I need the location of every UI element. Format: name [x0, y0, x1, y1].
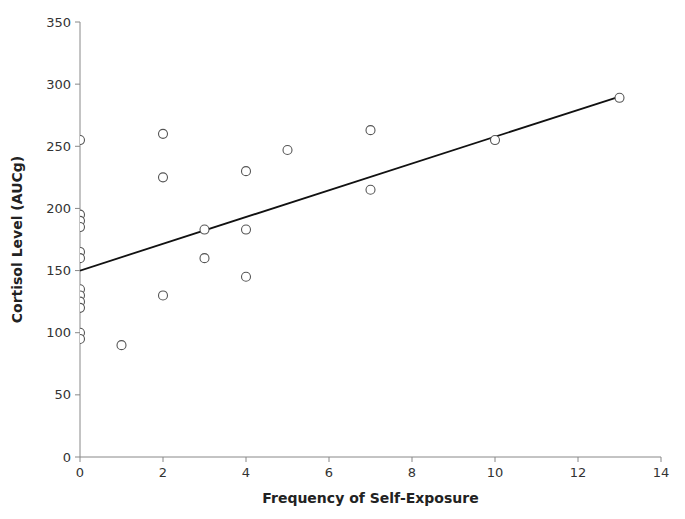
- scatter-point: [80, 334, 85, 343]
- chart-container: 0 2 4 6 8 10 12 14 0 50 100 150 200 250 300 350 Frequenc…: [0, 0, 685, 519]
- y-tick-label: 150: [46, 263, 71, 278]
- y-tick: [75, 457, 80, 458]
- scatter-point: [159, 173, 168, 182]
- y-tick: [75, 270, 80, 271]
- y-tick: [75, 394, 80, 395]
- scatter-point: [366, 185, 375, 194]
- x-tick-label: 2: [159, 465, 167, 480]
- scatter-point: [615, 93, 624, 102]
- x-tick-label: 10: [487, 465, 504, 480]
- y-axis-label: Cortisol Level (AUCg): [9, 156, 25, 324]
- x-axis-label: Frequency of Self-Exposure: [262, 490, 478, 506]
- regression-line: [80, 97, 620, 271]
- x-tick-label: 14: [653, 465, 670, 480]
- y-axis-line: [80, 22, 81, 457]
- y-tick-label: 0: [63, 450, 71, 465]
- y-tick: [75, 84, 80, 85]
- y-tick-label: 50: [54, 387, 71, 402]
- scatter-point: [80, 254, 85, 263]
- scatter-point: [491, 136, 500, 145]
- x-axis-line: [80, 457, 661, 458]
- plot-area: [80, 93, 624, 349]
- scatter-point: [117, 341, 126, 350]
- x-tick-label: 12: [570, 465, 587, 480]
- y-tick: [75, 208, 80, 209]
- scatter-point: [200, 225, 209, 234]
- x-tick-label: 6: [325, 465, 333, 480]
- y-tick: [75, 146, 80, 147]
- y-tick-label: 200: [46, 201, 71, 216]
- y-tick-label: 100: [46, 325, 71, 340]
- x-tick: [661, 457, 662, 462]
- y-tick: [75, 332, 80, 333]
- axes: 0 2 4 6 8 10 12 14 0 50 100 150 200 250 300 350: [46, 15, 669, 481]
- x-tick-label: 0: [76, 465, 84, 480]
- scatter-point: [242, 272, 251, 281]
- scatter-point: [80, 303, 85, 312]
- x-tick: [578, 457, 579, 462]
- x-tick: [163, 457, 164, 462]
- scatter-point: [80, 136, 85, 145]
- x-tick: [412, 457, 413, 462]
- x-tick: [329, 457, 330, 462]
- y-tick-label: 350: [46, 15, 71, 30]
- scatter-point: [159, 129, 168, 138]
- scatter-point: [283, 146, 292, 155]
- y-tick-label: 300: [46, 77, 71, 92]
- scatter-point: [200, 254, 209, 263]
- scatter-point: [242, 167, 251, 176]
- y-tick-label: 250: [46, 139, 71, 154]
- scatter-point: [242, 225, 251, 234]
- scatter-point: [366, 126, 375, 135]
- x-tick-label: 8: [408, 465, 416, 480]
- x-tick: [80, 457, 81, 462]
- x-tick: [246, 457, 247, 462]
- scatter-point: [159, 291, 168, 300]
- y-tick: [75, 22, 80, 23]
- x-tick: [495, 457, 496, 462]
- x-tick-label: 4: [242, 465, 250, 480]
- scatter-point: [80, 223, 85, 232]
- chart: 0 2 4 6 8 10 12 14 0 50 100 150 200 250 300 350 Frequenc…: [0, 0, 685, 519]
